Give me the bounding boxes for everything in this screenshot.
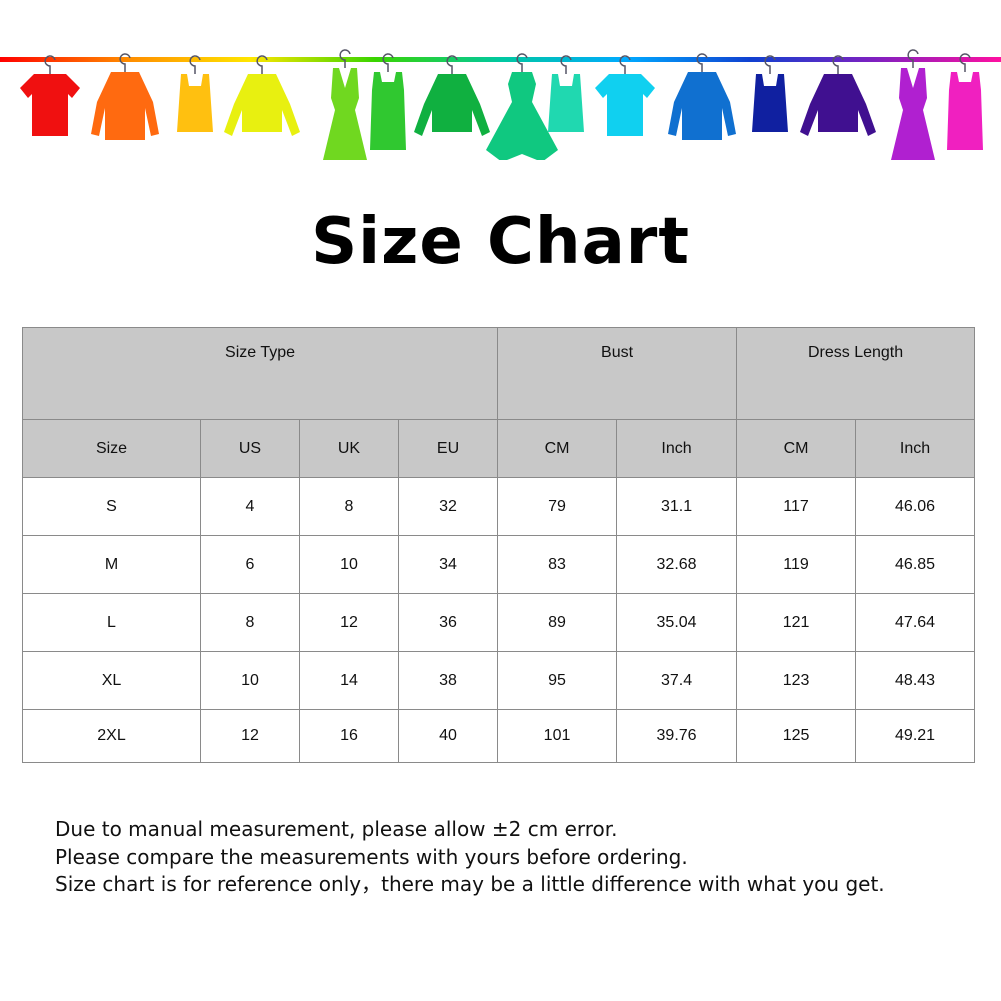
clothing-dress-icon (323, 49, 367, 160)
table-cell: 79 (497, 477, 618, 536)
table-cell: 32 (397, 477, 499, 536)
table-cell: 117 (736, 477, 857, 536)
clothing-tank-icon (752, 55, 788, 132)
table-cell: 14 (299, 651, 399, 710)
group-header-size-type: Size Type (21, 327, 499, 420)
clothing-tshirt-icon (20, 55, 80, 136)
table-cell: 46.06 (855, 477, 976, 536)
table-cell: 37.4 (616, 651, 738, 710)
table-cell: 46.85 (855, 535, 976, 594)
column-header: CM (497, 419, 618, 478)
clothing-sweater-icon (224, 55, 300, 136)
clothing-sweater-icon (800, 55, 876, 136)
clothing-wide-dress-icon (486, 53, 558, 160)
table-cell: 83 (497, 535, 618, 594)
clothing-dress-icon (891, 49, 935, 160)
clothing-sweater-icon (414, 55, 490, 136)
table-cell: 12 (299, 593, 399, 652)
table-cell: 36 (397, 593, 499, 652)
table-cell: XL (22, 651, 201, 710)
table-cell: 121 (736, 593, 857, 652)
clothing-shirt-icon (91, 53, 159, 140)
note-line: Please compare the measurements with you… (55, 844, 688, 869)
clothing-tshirt-icon (595, 55, 655, 136)
table-cell: 10 (299, 535, 399, 594)
table-cell: 2XL (22, 709, 201, 763)
table-cell: 8 (200, 593, 300, 652)
clothing-tank-icon (548, 55, 584, 132)
column-header: Size (22, 419, 201, 478)
column-header: Inch (616, 419, 738, 478)
note-line: Size chart is for reference only，there m… (55, 872, 885, 896)
table-cell: 95 (497, 651, 618, 710)
group-header-row: Size Type Bust Dress Length (21, 327, 976, 420)
column-header: UK (299, 419, 399, 478)
clothing-shirt-icon (668, 53, 736, 140)
page-title: Size Chart (311, 205, 690, 279)
table-cell: 125 (736, 709, 857, 763)
table-cell: 49.21 (855, 709, 976, 763)
hanger-rail (0, 57, 1001, 62)
table-cell: 12 (200, 709, 300, 763)
column-header: CM (736, 419, 857, 478)
table-cell: 10 (200, 651, 300, 710)
table-row: S 4 8 32 79 31.1 117 46.06 (22, 477, 976, 536)
table-cell: 39.76 (616, 709, 738, 763)
clothes-hanger-banner (0, 49, 1001, 160)
table-row: L 8 12 36 89 35.04 121 47.64 (22, 593, 976, 652)
table-cell: 89 (497, 593, 618, 652)
column-header: Inch (855, 419, 976, 478)
table-cell: 6 (200, 535, 300, 594)
table-row: 2XL 12 16 40 101 39.76 125 49.21 (22, 709, 976, 763)
notes: Due to manual measurement, please allow … (55, 816, 885, 899)
note-line: Due to manual measurement, please allow … (55, 817, 618, 841)
table-cell: 16 (299, 709, 399, 763)
table-cell: 31.1 (616, 477, 738, 536)
table-cell: 38 (397, 651, 499, 710)
clothing-belted-dress-icon (947, 53, 983, 150)
table-cell: 119 (736, 535, 857, 594)
group-header-dress-length: Dress Length (736, 327, 976, 420)
table-cell: 40 (397, 709, 499, 763)
column-header: US (200, 419, 300, 478)
table-cell: 35.04 (616, 593, 738, 652)
clothing-tank-icon (177, 55, 213, 132)
table-row: XL 10 14 38 95 37.4 123 48.43 (22, 651, 976, 710)
table-cell: 32.68 (616, 535, 738, 594)
table-cell: M (22, 535, 201, 594)
table-cell: S (22, 477, 201, 536)
table-cell: L (22, 593, 201, 652)
table-cell: 48.43 (855, 651, 976, 710)
table-cell: 4 (200, 477, 300, 536)
table-cell: 34 (397, 535, 499, 594)
column-header-row: Size US UK EU CM Inch CM Inch (22, 419, 976, 478)
column-header: EU (397, 419, 499, 478)
table-row: M 6 10 34 83 32.68 119 46.85 (22, 535, 976, 594)
table-cell: 8 (299, 477, 399, 536)
table-cell: 101 (497, 709, 618, 763)
table-cell: 47.64 (855, 593, 976, 652)
table-cell: 123 (736, 651, 857, 710)
size-chart-table: Size Type Bust Dress Length Size US UK EU CM… (21, 327, 976, 763)
group-header-bust: Bust (497, 327, 738, 420)
clothing-belted-dress-icon (370, 53, 406, 150)
